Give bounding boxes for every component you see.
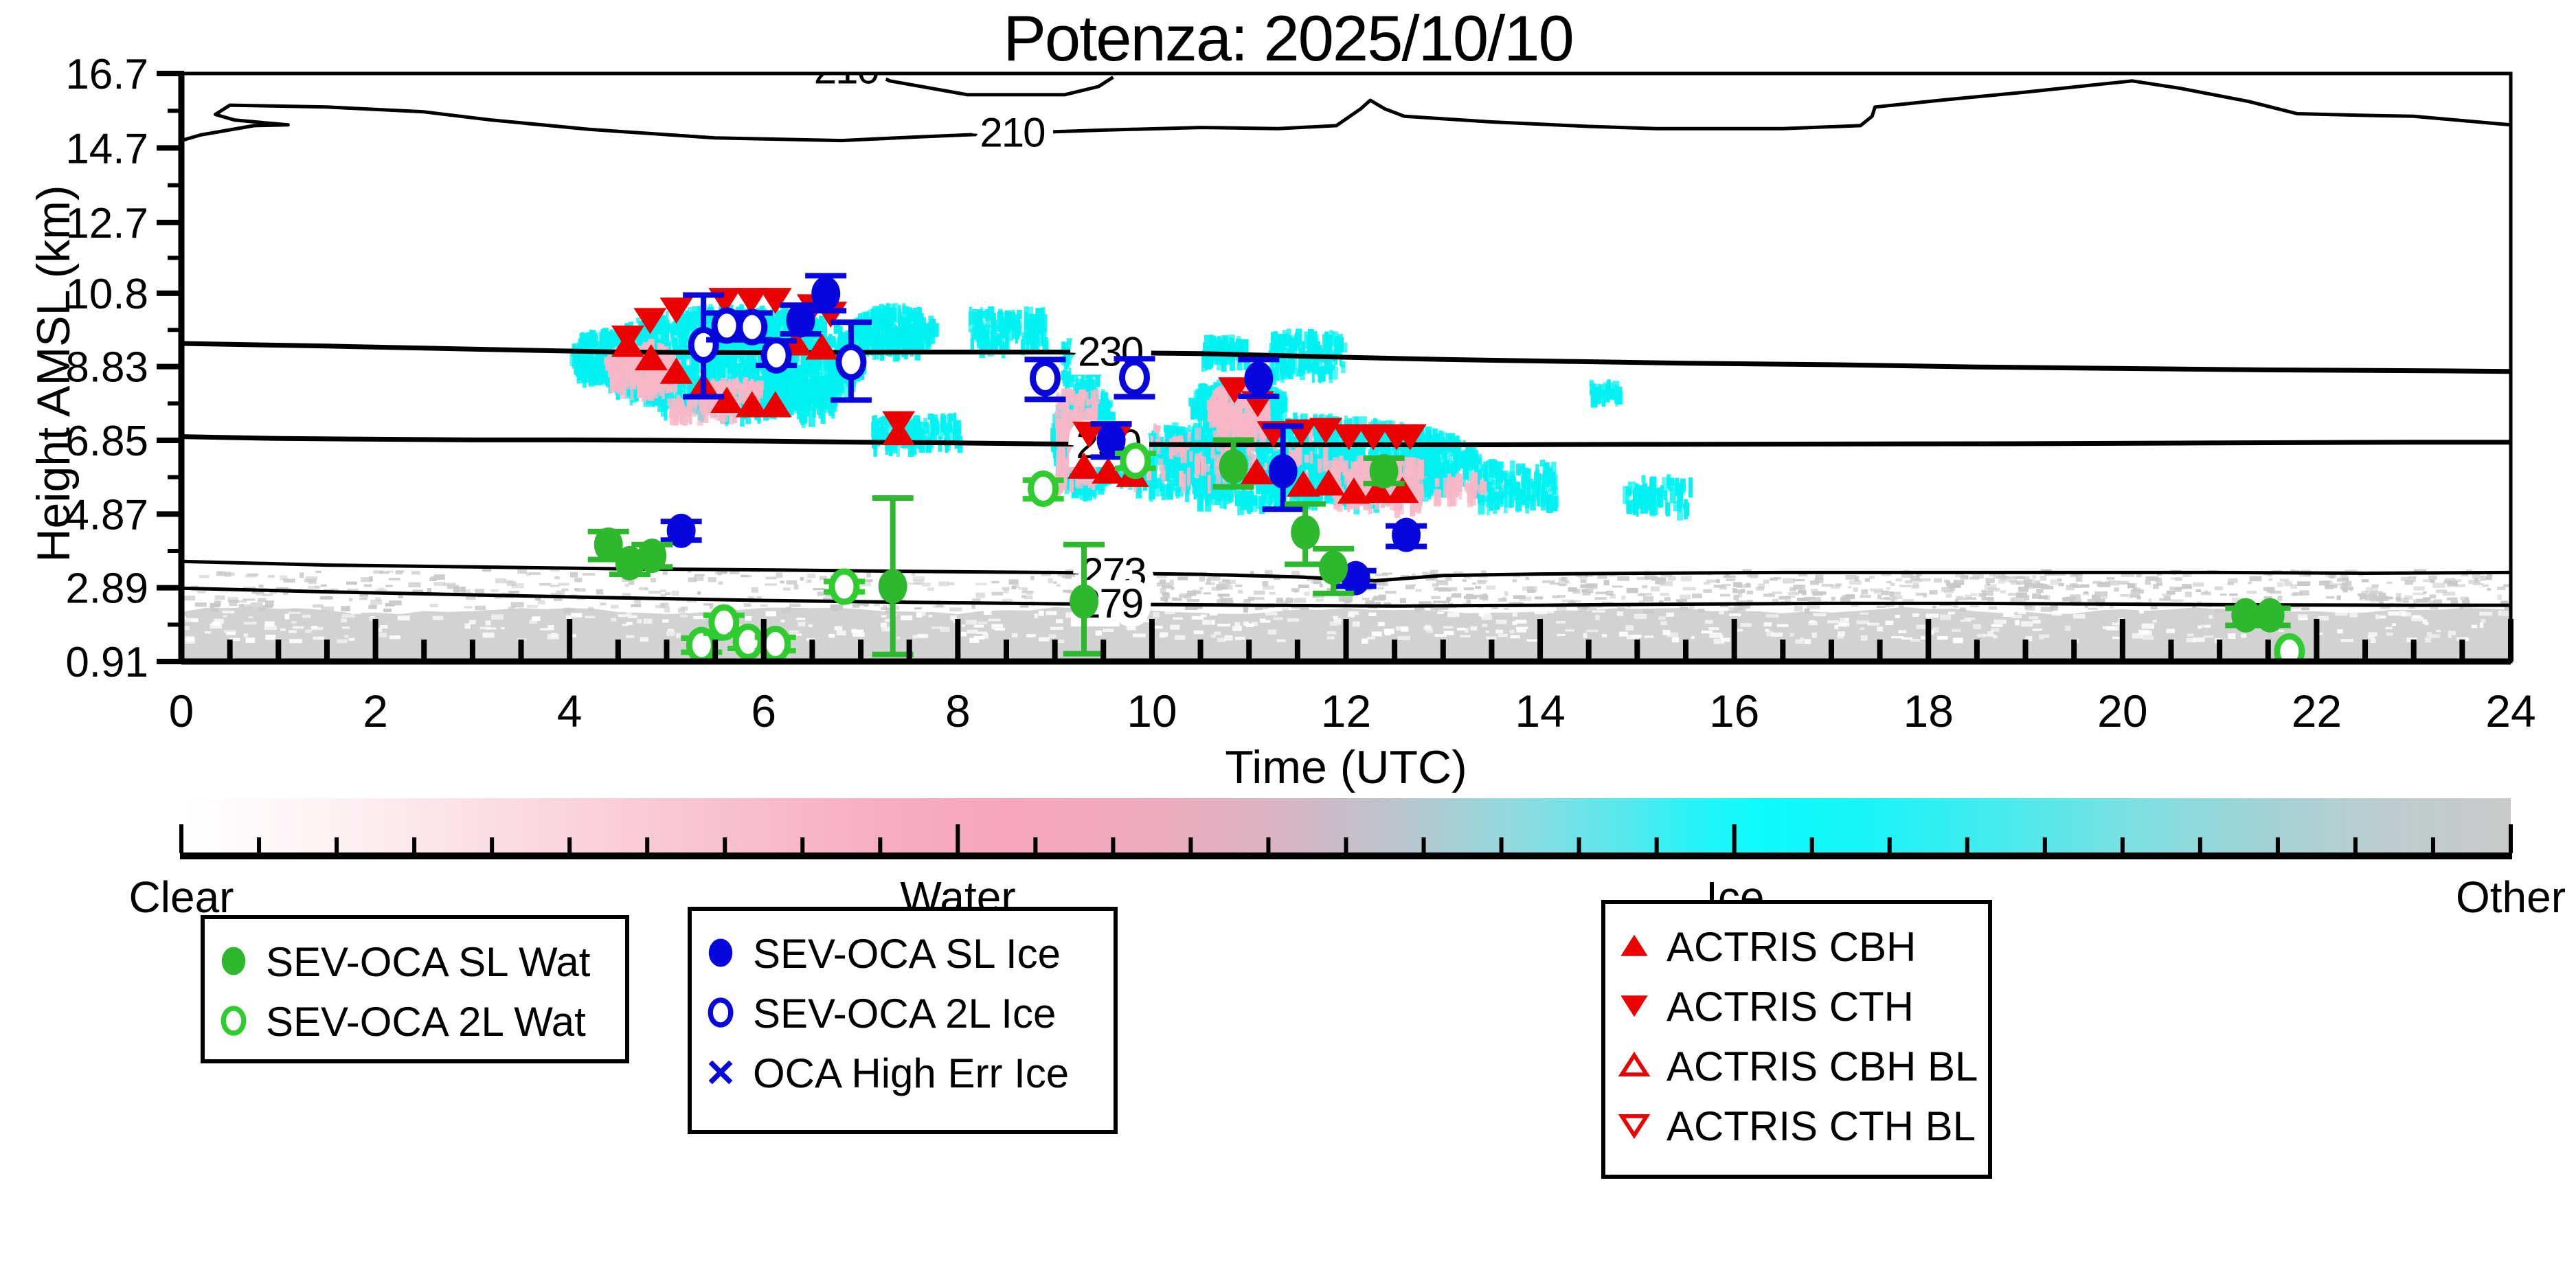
x-tick-label: 20 — [2097, 686, 2147, 736]
contour-230: 230 — [181, 320, 2511, 384]
contour-210: 210 — [805, 47, 1114, 102]
series-sev-oca-sl-wat — [587, 437, 2291, 657]
x-tick-label: 16 — [1709, 686, 1759, 736]
y-tick-label: 4.87 — [65, 491, 148, 539]
contour-210: 210 — [181, 79, 2511, 165]
y-tick-label: 16.7 — [65, 51, 148, 98]
series-sev-oca-sl-ice — [660, 273, 1427, 596]
legend-label: ACTRIS CBH BL — [1667, 1043, 1978, 1089]
contour-label: 230 — [1078, 329, 1143, 375]
x-tick-label: 6 — [751, 686, 776, 736]
x-tick-label: 2 — [363, 686, 388, 736]
colorbar: Clear Water Ice Other — [129, 798, 2566, 922]
legend-label: SEV-OCA 2L Ice — [753, 991, 1056, 1037]
cloud-patch-ice — [871, 412, 963, 457]
y-tick-label: 12.7 — [65, 200, 148, 247]
legend-label: SEV-OCA SL Ice — [753, 931, 1061, 977]
legend-label: OCA High Err Ice — [753, 1050, 1069, 1096]
series-sev-oca-2l-ice — [683, 292, 1155, 403]
y-tick-label: 6.85 — [65, 418, 148, 465]
x-tick-label: 8 — [945, 686, 971, 736]
x-tick-label: 0 — [169, 686, 194, 736]
cloud-patch-ice — [968, 306, 1049, 359]
x-axis-label: Time (UTC) — [1225, 741, 1467, 793]
y-tick-label: 10.8 — [65, 271, 148, 318]
cloud-patch-ice — [851, 303, 939, 362]
x-tick-label: 18 — [1903, 686, 1954, 736]
legend-label: SEV-OCA 2L Wat — [266, 999, 586, 1045]
chart-title: Potenza: 2025/10/10 — [1003, 2, 1574, 74]
contour-label: 210 — [980, 110, 1045, 156]
axes: 16.714.712.710.88.836.854.872.890.910 2 4 6… — [65, 51, 2535, 736]
legend-label: ACTRIS CTH BL — [1667, 1103, 1976, 1149]
colorbar-label-clear: Clear — [129, 872, 234, 922]
series-sev-oca-2l-wat — [681, 442, 2305, 662]
plot-data-layer: 210210230250273279 — [181, 47, 2511, 662]
legend-label: ACTRIS CTH — [1667, 984, 1914, 1030]
colorbar-label-other: Other — [2456, 872, 2566, 922]
x-tick-label: 12 — [1321, 686, 1371, 736]
x-tick-label: 10 — [1127, 686, 1177, 736]
y-tick-label: 2.89 — [65, 565, 148, 613]
cloud-patch-water — [1433, 472, 1487, 508]
legend-label: SEV-OCA SL Wat — [266, 939, 591, 985]
cloud-patch-ice — [1589, 379, 1623, 408]
contour-label: 210 — [814, 47, 879, 93]
y-tick-label: 0.91 — [65, 639, 148, 686]
x-tick-label: 24 — [2485, 686, 2535, 736]
legend-box-3: ACTRIS CBH ACTRIS CTH ACTRIS CBH BL ACTRIS … — [1601, 900, 1992, 1179]
cloud-patch-ice — [793, 375, 837, 428]
x-tick-label: 22 — [2292, 686, 2342, 736]
cloud-patch-ice — [1623, 474, 1693, 521]
series-actris-cbh — [611, 329, 1419, 504]
legend-box-2: SEV-OCA SL Ice SEV-OCA 2L Ice OCA High Err… — [688, 907, 1118, 1134]
legend-label: ACTRIS CBH — [1667, 924, 1916, 970]
y-tick-label: 14.7 — [65, 125, 148, 172]
cloud-patch-ice — [1472, 459, 1559, 515]
x-tick-label: 4 — [557, 686, 583, 736]
legend-box-1: SEV-OCA SL Wat SEV-OCA 2L Wat — [201, 915, 629, 1063]
x-tick-label: 14 — [1515, 686, 1565, 736]
y-tick-label: 8.83 — [65, 344, 148, 392]
